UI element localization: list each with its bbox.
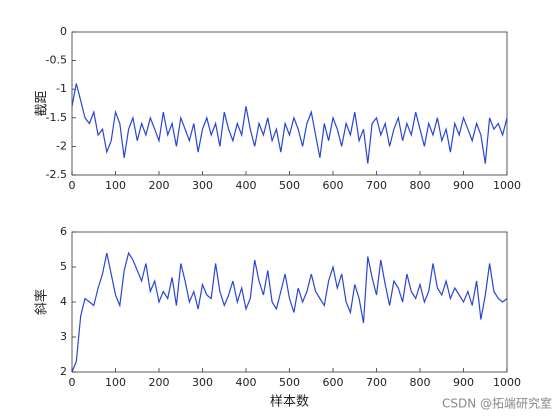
x-tick-label: 500 <box>279 179 300 192</box>
x-tick-label: 0 <box>69 376 76 389</box>
y-tick-label: 2 <box>60 365 67 378</box>
x-tick-label: 700 <box>366 179 387 192</box>
x-tick-label: 1000 <box>493 179 521 192</box>
x-tick-label: 800 <box>410 179 431 192</box>
x-tick-label: 600 <box>323 179 344 192</box>
x-tick-label: 800 <box>410 376 431 389</box>
y-tick-label: 6 <box>60 225 67 238</box>
y-tick-label: -2.5 <box>46 168 67 181</box>
x-tick-label: 400 <box>236 376 257 389</box>
x-tick-label: 0 <box>69 179 76 192</box>
y-axis-label: 截距 <box>35 90 50 116</box>
watermark: CSDN @拓端研究室 <box>442 396 552 411</box>
x-tick-label: 600 <box>323 376 344 389</box>
x-tick-label: 900 <box>453 376 474 389</box>
x-tick-label: 1000 <box>493 376 521 389</box>
x-tick-label: 900 <box>453 179 474 192</box>
series-line <box>71 251 508 373</box>
x-tick-label: 700 <box>366 376 387 389</box>
y-tick-label: -1.5 <box>46 111 67 124</box>
y-axis-label: 斜率 <box>34 289 50 315</box>
y-tick-label: -2 <box>56 139 67 152</box>
axes-box <box>71 231 508 373</box>
y-tick-label: 3 <box>60 330 67 343</box>
x-axis-label: 样本数 <box>270 395 309 410</box>
x-tick-label: 200 <box>149 179 170 192</box>
x-tick-label: 400 <box>236 179 257 192</box>
series-line <box>71 83 508 164</box>
y-tick-label: 5 <box>60 260 67 273</box>
x-tick-label: 200 <box>149 376 170 389</box>
y-tick-label: -1 <box>56 82 67 95</box>
y-tick-label: 0 <box>60 25 67 38</box>
x-tick-label: 500 <box>279 376 300 389</box>
axes-box <box>71 31 508 176</box>
x-tick-label: 100 <box>105 376 126 389</box>
x-tick-label: 300 <box>192 179 213 192</box>
x-tick-label: 300 <box>192 376 213 389</box>
x-tick-label: 100 <box>105 179 126 192</box>
y-tick-label: 4 <box>60 295 67 308</box>
y-tick-label: -0.5 <box>46 54 67 67</box>
